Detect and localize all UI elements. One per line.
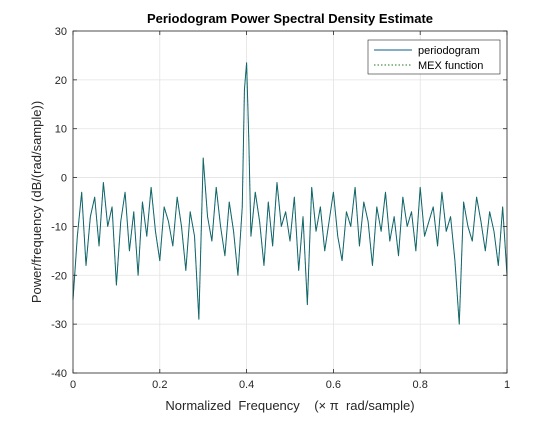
series-layer <box>72 62 508 325</box>
legend-box <box>367 39 501 75</box>
y-tick-label: -10 <box>51 221 67 233</box>
y-tick-label: -30 <box>51 319 67 331</box>
chart-title: Periodogram Power Spectral Density Estim… <box>147 11 433 26</box>
x-axis-label: Normalized Frequency (× π rad/sample) <box>165 398 414 413</box>
plot-area <box>73 31 507 373</box>
y-tick-label: 10 <box>55 124 67 136</box>
y-tick-label: 20 <box>55 75 67 87</box>
x-tick-label: 0 <box>70 379 76 391</box>
ticks: 0 0.2 0.4 0.6 0.8 1 -40 -30 -20 -10 0 10 20 30 <box>51 26 510 391</box>
y-tick-label: 0 <box>61 173 67 185</box>
x-tick-label: 0.4 <box>239 379 254 391</box>
legend-label-periodogram: periodogram <box>418 45 480 57</box>
legend: periodogram MEX function <box>367 39 501 75</box>
legend-label-mex-function: MEX function <box>418 60 483 72</box>
x-tick-label: 0.2 <box>152 379 167 391</box>
x-tick-label: 0.6 <box>326 379 341 391</box>
y-tick-label: -40 <box>51 368 67 380</box>
y-axis-label: Power/frequency (dB/(rad/sample)) <box>29 101 44 303</box>
x-tick-label: 0.8 <box>413 379 428 391</box>
series-line-mex-function <box>72 62 508 325</box>
y-tick-label: 30 <box>55 26 67 38</box>
axes-box <box>72 30 508 374</box>
y-tick-label: -20 <box>51 270 67 282</box>
x-tick-label: 1 <box>504 379 510 391</box>
